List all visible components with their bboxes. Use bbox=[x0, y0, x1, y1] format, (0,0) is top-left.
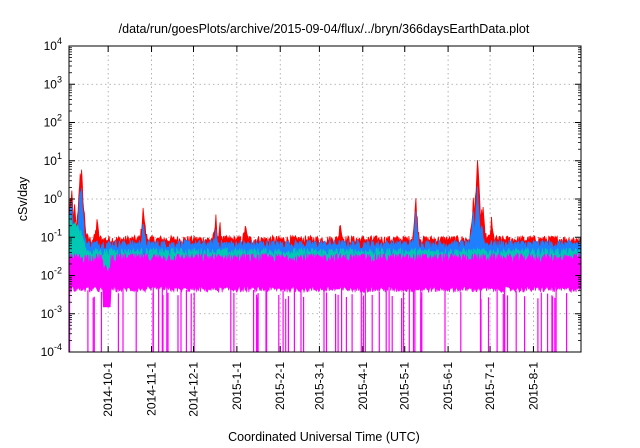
x-tick-label: 2014-12-1 bbox=[187, 362, 201, 417]
y-tick-label: 10-4 bbox=[41, 342, 62, 359]
y-tick-labels: 10-4 10-3 10-2 10-1 100 101 102 103 104 bbox=[41, 36, 62, 359]
y-tick-label: 10-1 bbox=[41, 227, 62, 244]
axis-ticks bbox=[69, 45, 581, 353]
x-tick-label: 2015-3-1 bbox=[312, 362, 326, 410]
x-tick-labels: 2014-10-1 2014-11-1 2014-12-1 2015-1-1 2015-… bbox=[101, 362, 540, 417]
x-tick-label: 2015-7-1 bbox=[483, 362, 497, 410]
plot-area bbox=[69, 160, 581, 352]
series-layer bbox=[69, 160, 581, 352]
grid bbox=[69, 46, 581, 352]
y-tick-label: 104 bbox=[44, 36, 62, 53]
x-tick-label: 2014-11-1 bbox=[145, 362, 159, 416]
chart-title: /data/run/goesPlots/archive/2015-09-04/f… bbox=[119, 22, 530, 36]
y-tick-label: 100 bbox=[44, 189, 62, 206]
x-tick-label: 2014-10-1 bbox=[101, 362, 115, 417]
x-tick-label: 2015-5-1 bbox=[398, 362, 412, 410]
y-axis-label: cSv/day bbox=[16, 176, 30, 221]
y-tick-label: 101 bbox=[44, 151, 62, 168]
x-tick-label: 2015-4-1 bbox=[356, 362, 370, 410]
y-tick-label: 102 bbox=[44, 113, 62, 130]
x-tick-label: 2015-6-1 bbox=[441, 362, 455, 410]
series-area bbox=[69, 252, 581, 308]
x-tick-label: 2015-1-1 bbox=[230, 362, 244, 410]
x-axis-label: Coordinated Universal Time (UTC) bbox=[228, 430, 420, 444]
y-tick-label: 10-3 bbox=[41, 304, 62, 321]
x-tick-label: 2015-8-1 bbox=[526, 362, 540, 410]
y-tick-label: 10-2 bbox=[41, 266, 62, 283]
x-tick-label: 2015-2-1 bbox=[273, 362, 287, 410]
y-tick-label: 103 bbox=[44, 74, 62, 91]
